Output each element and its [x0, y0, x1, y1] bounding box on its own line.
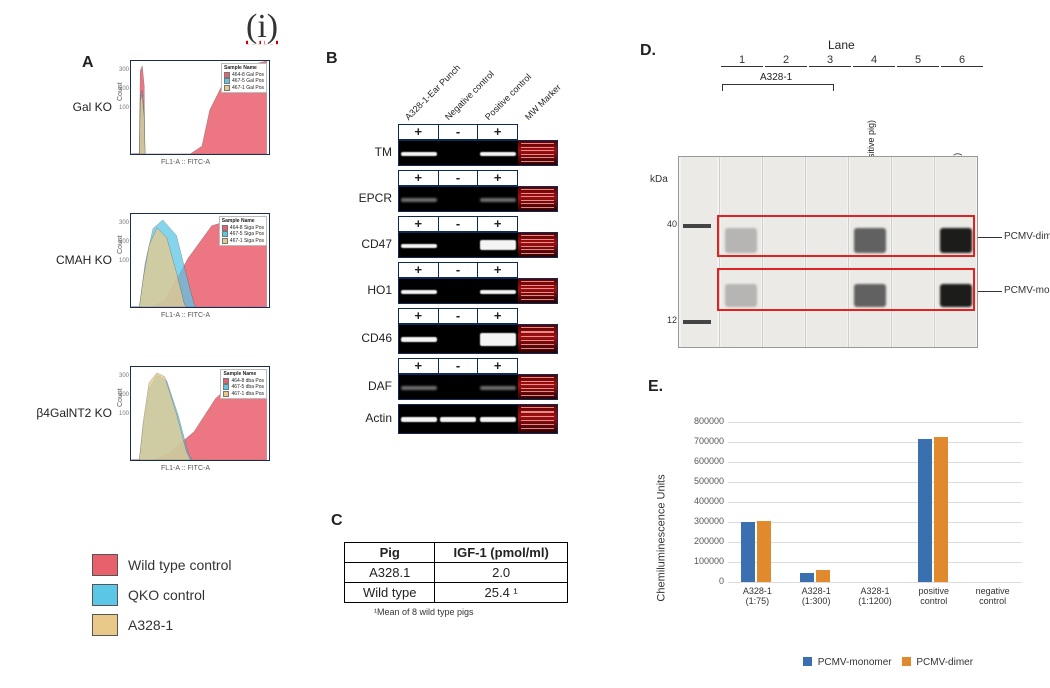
legend-swatch: [92, 584, 118, 606]
lane-numbers: 123456: [720, 54, 984, 67]
x-category: A328-1 (1:300): [788, 586, 844, 606]
hist-row-label: Gal KO: [34, 100, 112, 114]
a328-bracket: [722, 84, 834, 85]
legend-text: QKO control: [128, 587, 205, 603]
gel-strip: [398, 374, 558, 400]
bar: [741, 522, 755, 582]
col-pig: Pig: [345, 543, 435, 563]
hist-plot: Count300200100FL1-A :: FITC-ASample Name…: [130, 366, 270, 461]
hist-row-label: β4GalNT2 KO: [34, 406, 112, 420]
panel-C-table: PigIGF-1 (pmol/ml) A328.12.0 Wild type25…: [344, 542, 568, 617]
marker-label: 40: [667, 219, 679, 229]
legend-swatch: [92, 554, 118, 576]
x-category: negative control: [965, 586, 1021, 606]
x-category: A328-1 (1:1200): [847, 586, 903, 606]
y-tick: 500000: [672, 476, 724, 486]
bar: [800, 573, 814, 582]
gel-sign-row: +-+: [398, 170, 518, 186]
lane-word: Lane: [828, 38, 855, 52]
gel-sign-row: +-+: [398, 124, 518, 140]
y-axis-label: Chemiluminescence Units: [656, 474, 668, 601]
cell: Wild type: [345, 583, 435, 603]
a328-bracket-label: A328-1: [760, 72, 792, 83]
x-category: positive control: [906, 586, 962, 606]
y-tick: 600000: [672, 456, 724, 466]
y-tick: 700000: [672, 436, 724, 446]
gel-column-header: MW Marker: [523, 82, 563, 122]
hist-plot: Count300200100FL1-A :: FITC-ASample Name…: [130, 60, 270, 155]
panel-label-B: B: [326, 50, 338, 68]
panel-label-C: C: [331, 512, 343, 530]
marker-label: 12: [667, 315, 679, 325]
figure-label: (i): [246, 8, 278, 46]
legend-text: PCMV-monomer: [815, 657, 892, 668]
red-box: [717, 215, 975, 257]
x-category: A328-1 (1:75): [729, 586, 785, 606]
blot-box: 4012: [678, 156, 978, 348]
gel-strip: [398, 186, 558, 212]
blot-annotation: PCMV-dimer: [1004, 231, 1050, 242]
y-tick: 400000: [672, 496, 724, 506]
bar: [757, 521, 771, 582]
gel-sign-row: +-+: [398, 308, 518, 324]
gel-sign-row: +-+: [398, 262, 518, 278]
bar: [816, 570, 830, 582]
hist-plot: Count300200100FL1-A :: FITC-ASample Name…: [130, 213, 270, 308]
gel-strip: [398, 140, 558, 166]
red-box: [717, 268, 975, 310]
panel-E-barchart: Chemiluminescence Units 0100000200000300…: [668, 408, 1038, 668]
panel-A-legend: Wild type control QKO control A328-1: [92, 554, 231, 644]
gel-strip: [398, 232, 558, 258]
gel-row-label: TM: [348, 145, 392, 159]
legend-text: Wild type control: [128, 557, 231, 573]
y-tick: 100000: [672, 556, 724, 566]
hist-row-label: CMAH KO: [34, 253, 112, 267]
panel-A-histograms: Gal KOCount300200100FL1-A :: FITC-ASampl…: [36, 60, 316, 550]
gel-row-label: DAF: [348, 379, 392, 393]
cell: A328.1: [345, 563, 435, 583]
gel-row-label: CD47: [348, 237, 392, 251]
legend-text: PCMV-dimer: [914, 657, 973, 668]
bar: [918, 439, 932, 582]
legend-row: A328-1: [92, 614, 231, 636]
blot-annotation: PCMV-monomer: [1004, 285, 1050, 296]
gel-row-label: CD46: [348, 331, 392, 345]
gel-sign-row: +-+: [398, 358, 518, 374]
cell: 2.0: [435, 563, 567, 583]
legend-row: Wild type control: [92, 554, 231, 576]
gel-strip: [398, 324, 558, 354]
y-tick: 300000: [672, 516, 724, 526]
legend-row: QKO control: [92, 584, 231, 606]
gel-row-label: HO1: [348, 283, 392, 297]
gel-strip: [398, 404, 558, 434]
panel-label-E: E.: [648, 378, 663, 396]
table: PigIGF-1 (pmol/ml) A328.12.0 Wild type25…: [344, 542, 568, 603]
plot-area: 0100000200000300000400000500000600000700…: [728, 422, 1022, 582]
gel-row-label: Actin: [348, 411, 392, 425]
y-tick: 0: [672, 576, 724, 586]
col-igf: IGF-1 (pmol/ml): [435, 543, 567, 563]
kda-label: kDa: [650, 174, 668, 185]
panel-D-blot: kDa Lane123456A328-11:751:3001:1200posit…: [636, 38, 1050, 358]
legend-swatch: [902, 657, 911, 666]
y-tick: 800000: [672, 416, 724, 426]
cell: 25.4 ¹: [435, 583, 567, 603]
legend-swatch: [803, 657, 812, 666]
bar: [934, 437, 948, 582]
gel-strip: [398, 278, 558, 304]
gel-sign-row: +-+: [398, 216, 518, 232]
legend-text: A328-1: [128, 617, 173, 633]
table-footnote: ¹Mean of 8 wild type pigs: [344, 607, 568, 617]
gel-row-label: EPCR: [348, 191, 392, 205]
y-tick: 200000: [672, 536, 724, 546]
panel-B-gel: A328-1-Ear PunchNegative controlPositive…: [348, 64, 598, 504]
legend-swatch: [92, 614, 118, 636]
chart-legend: PCMV-monomer PCMV-dimer: [728, 657, 1038, 668]
